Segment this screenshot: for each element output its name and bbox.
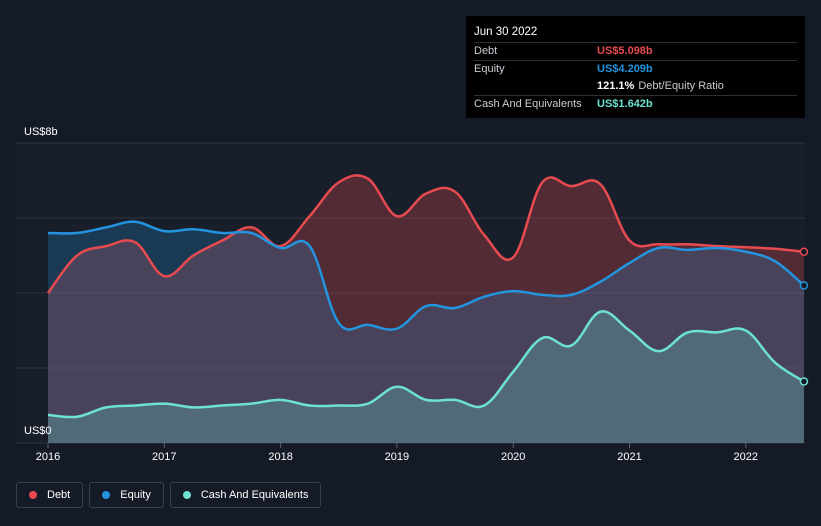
end-markers xyxy=(799,247,809,386)
tooltip-row-debt: Debt US$5.098b xyxy=(474,42,797,60)
tooltip-ratio-value: 121.1% xyxy=(597,80,635,92)
equity-area xyxy=(48,221,804,443)
tooltip-debt-value: US$5.098b xyxy=(597,45,653,57)
x-tick-label: 2019 xyxy=(384,451,410,463)
tooltip-row-cash: Cash And Equivalents US$1.642b xyxy=(474,95,797,113)
legend-item-cash[interactable]: Cash And Equivalents xyxy=(169,482,322,508)
equity-end-marker xyxy=(799,281,809,290)
y-axis-top-label: US$8b xyxy=(24,126,58,138)
tooltip-equity-label: Equity xyxy=(474,63,505,75)
debt-dot-icon xyxy=(29,491,37,499)
chart-legend: Debt Equity Cash And Equivalents xyxy=(16,482,322,508)
debt-end-marker xyxy=(799,247,809,256)
tooltip-row-ratio: 121.1% Debt/Equity Ratio xyxy=(474,78,797,95)
series-lines xyxy=(47,174,805,419)
x-tick-label: 2021 xyxy=(617,451,642,463)
legend-item-debt[interactable]: Debt xyxy=(16,482,84,508)
tooltip-cash-label: Cash And Equivalents xyxy=(474,98,582,110)
x-tick-label: 2020 xyxy=(500,451,526,463)
debt-line xyxy=(47,174,805,294)
legend-cash-label: Cash And Equivalents xyxy=(200,489,309,501)
tooltip-panel: Jun 30 2022 Debt US$5.098b Equity US$4.2… xyxy=(466,16,805,118)
tooltip-row-equity: Equity US$4.209b xyxy=(474,60,797,78)
tooltip-cash-value: US$1.642b xyxy=(597,98,653,110)
x-tick-label: 2017 xyxy=(152,451,177,463)
debt-area xyxy=(48,175,804,443)
legend-equity-label: Equity xyxy=(120,489,151,501)
tooltip-equity-value: US$4.209b xyxy=(597,63,653,75)
cash-area xyxy=(48,311,804,443)
tooltip-debt-label: Debt xyxy=(474,45,498,57)
tooltip-date: Jun 30 2022 xyxy=(474,26,538,38)
cash-line xyxy=(47,310,805,419)
legend-item-equity[interactable]: Equity xyxy=(89,482,164,508)
y-axis-bottom-label: US$0 xyxy=(24,425,52,437)
cash-end-marker xyxy=(799,377,809,386)
x-tick-label: 2018 xyxy=(268,451,293,463)
tooltip-ratio-label: Debt/Equity Ratio xyxy=(638,80,724,92)
series-areas xyxy=(48,175,804,443)
cash-dot-icon xyxy=(182,491,191,499)
x-tick-label: 2016 xyxy=(35,451,61,463)
x-tick-label: 2022 xyxy=(733,451,759,463)
legend-debt-label: Debt xyxy=(47,489,71,501)
equity-line xyxy=(47,220,805,331)
equity-dot-icon xyxy=(102,491,111,499)
